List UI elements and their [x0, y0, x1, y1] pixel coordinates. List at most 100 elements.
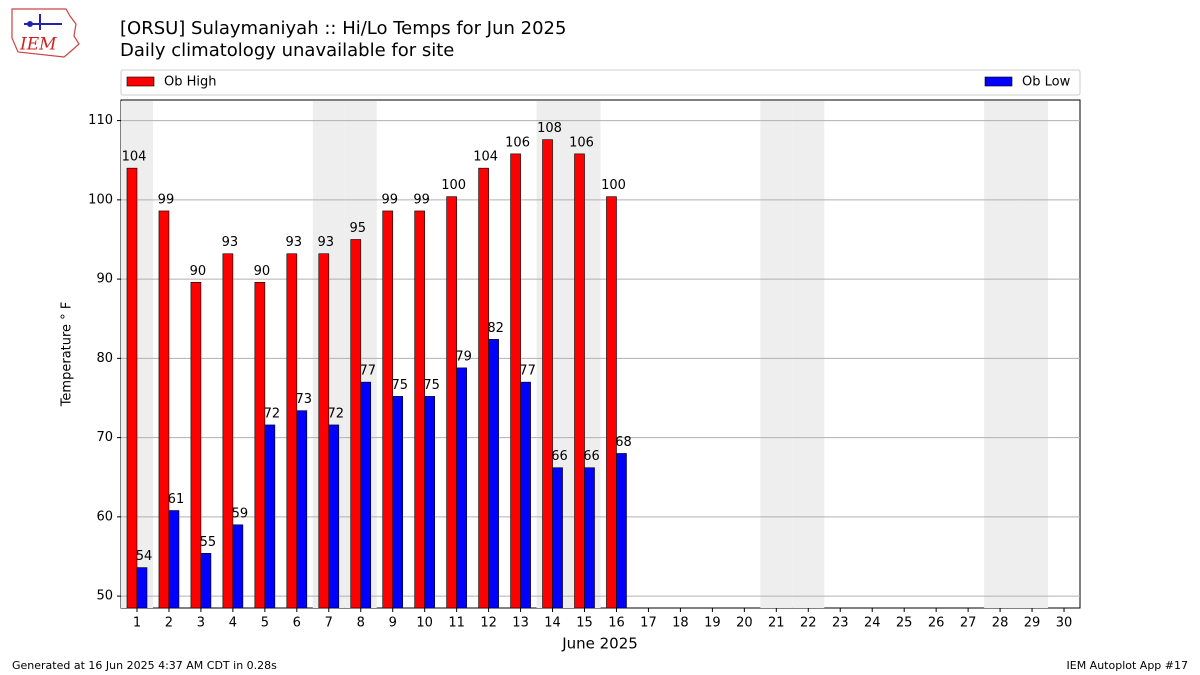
value-label: 106	[505, 135, 530, 150]
x-tick-label: 26	[928, 616, 945, 631]
value-label: 79	[455, 349, 472, 364]
value-label: 54	[136, 549, 153, 564]
x-tick-label: 19	[704, 616, 721, 631]
bar	[424, 396, 435, 609]
bar	[510, 153, 521, 609]
footer-right: IEM Autoplot App #17	[1067, 659, 1189, 672]
x-tick-label: 11	[448, 616, 465, 631]
bar	[520, 381, 531, 609]
x-tick-label: 3	[197, 616, 205, 631]
value-label: 55	[200, 535, 217, 550]
x-tick-label: 29	[1024, 616, 1041, 631]
bar	[168, 510, 180, 609]
value-label: 93	[318, 235, 335, 250]
value-label: 61	[168, 492, 185, 507]
bar	[254, 281, 266, 609]
bar	[350, 239, 362, 609]
bar	[574, 153, 585, 609]
x-tick-label: 22	[800, 616, 817, 631]
value-label: 99	[381, 192, 398, 207]
y-tick-label: 100	[88, 192, 113, 207]
footer-left: Generated at 16 Jun 2025 4:37 AM CDT in …	[12, 659, 277, 672]
x-tick-label: 8	[357, 616, 365, 631]
value-label: 66	[583, 449, 600, 464]
x-tick-label: 27	[960, 616, 977, 631]
x-tick-label: 17	[640, 616, 657, 631]
x-tick-label: 23	[832, 616, 849, 631]
bar	[222, 253, 234, 609]
logo-text: IEM	[19, 35, 57, 55]
y-tick-label: 50	[96, 589, 113, 604]
bar	[328, 424, 340, 609]
x-tick-label: 18	[672, 616, 689, 631]
value-label: 77	[359, 364, 376, 379]
legend-swatch	[984, 76, 1013, 87]
x-tick-label: 24	[864, 616, 881, 631]
bar	[382, 210, 394, 609]
bar	[190, 281, 202, 609]
shaded-band	[984, 101, 1017, 608]
x-tick-label: 7	[325, 616, 333, 631]
x-tick-label: 4	[229, 616, 237, 631]
value-label: 75	[391, 378, 408, 393]
bar	[542, 139, 553, 609]
bar	[552, 467, 563, 609]
bar	[158, 210, 170, 609]
value-label: 108	[537, 121, 562, 136]
value-label: 90	[190, 264, 207, 279]
value-label: 75	[423, 378, 440, 393]
x-tick-label: 28	[992, 616, 1009, 631]
bar	[446, 196, 457, 609]
y-axis-label: Temperature ° F	[60, 302, 75, 408]
x-tick-label: 12	[480, 616, 497, 631]
legend-label: Ob Low	[1022, 75, 1071, 90]
x-tick-label: 10	[416, 616, 433, 631]
bar	[478, 167, 489, 609]
y-tick-label: 80	[96, 351, 113, 366]
y-tick-label: 60	[96, 509, 113, 524]
value-label: 100	[441, 178, 466, 193]
value-label: 106	[569, 135, 594, 150]
value-label: 99	[158, 192, 175, 207]
value-label: 66	[551, 449, 568, 464]
value-label: 104	[473, 150, 498, 165]
x-tick-label: 25	[896, 616, 913, 631]
x-tick-label: 15	[576, 616, 593, 631]
bar	[126, 167, 138, 609]
x-axis-label: June 2025	[561, 635, 638, 653]
x-tick-label: 5	[261, 616, 269, 631]
x-tick-label: 16	[608, 616, 625, 631]
x-tick-label: 13	[512, 616, 529, 631]
bar	[136, 567, 148, 609]
bar	[360, 381, 372, 609]
y-tick-label: 70	[96, 430, 113, 445]
bar	[286, 253, 298, 609]
chart-title: [ORSU] Sulaymaniyah :: Hi/Lo Temps for J…	[120, 18, 566, 39]
value-label: 93	[286, 235, 303, 250]
bar	[616, 453, 627, 609]
legend-swatch	[126, 76, 155, 87]
value-label: 100	[601, 178, 626, 193]
bar	[392, 396, 404, 609]
bar	[488, 339, 499, 609]
bar	[584, 467, 595, 609]
value-label: 72	[328, 406, 345, 421]
x-tick-label: 2	[165, 616, 173, 631]
bar	[232, 524, 244, 609]
x-tick-label: 14	[544, 616, 561, 631]
legend-box	[120, 69, 1081, 96]
logo: IEM	[11, 8, 80, 58]
x-tick-label: 30	[1056, 616, 1073, 631]
bar	[318, 253, 330, 609]
value-label: 104	[122, 150, 147, 165]
value-label: 95	[349, 221, 366, 236]
value-label: 77	[519, 364, 536, 379]
value-label: 68	[615, 435, 632, 450]
value-label: 93	[222, 235, 239, 250]
value-label: 73	[296, 392, 313, 407]
x-tick-label: 9	[389, 616, 397, 631]
shaded-band	[1016, 101, 1049, 608]
bar	[200, 553, 212, 609]
value-label: 82	[487, 321, 504, 336]
